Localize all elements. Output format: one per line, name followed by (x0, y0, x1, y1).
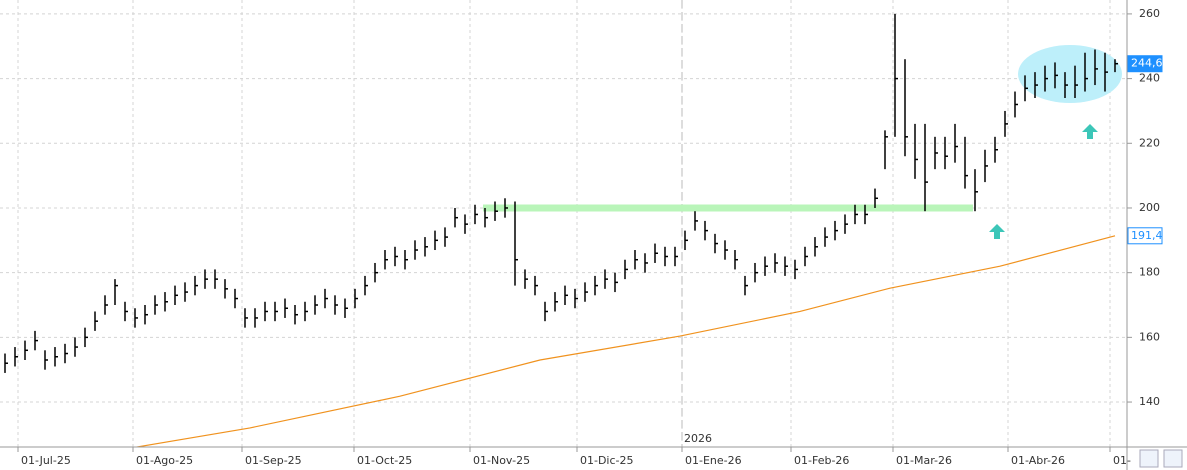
x-tick-label: 01-Sep-25 (245, 454, 302, 467)
x-tick-label: 01-Feb-26 (794, 454, 849, 467)
x-tick-label: 01-Ago-25 (136, 454, 193, 467)
arrow-up (989, 224, 1005, 239)
x-tick-label: 01-Oct-25 (357, 454, 412, 467)
scroll-button[interactable] (1163, 449, 1183, 468)
x-tick-label: 01- (1113, 454, 1131, 467)
moving-average-line (134, 235, 1116, 447)
x-tick-label: 01-Dic-25 (580, 454, 634, 467)
y-tick-label: 260 (1139, 7, 1160, 20)
highlight-ellipse (1018, 45, 1122, 103)
year-label: 2026 (684, 432, 712, 445)
arrow-up (1082, 124, 1098, 139)
y-tick-label: 200 (1139, 201, 1160, 214)
x-tick-label: 01-Ene-26 (685, 454, 742, 467)
zoom-button[interactable] (1139, 449, 1159, 468)
y-tick-label: 180 (1139, 266, 1160, 279)
price-label-box (1127, 227, 1163, 245)
x-tick-label: 01-Nov-25 (473, 454, 530, 467)
y-tick-label: 160 (1139, 330, 1160, 343)
x-tick-label: 01-Mar-26 (896, 454, 952, 467)
y-tick-label: 240 (1139, 72, 1160, 85)
bars-layer (4, 13, 1118, 447)
price-label: 244,6 (1131, 57, 1163, 70)
x-tick-label: 01-Jul-25 (21, 454, 71, 467)
x-tick-label: 01-Abr-26 (1011, 454, 1065, 467)
y-tick-label: 140 (1139, 395, 1160, 408)
y-tick-label: 220 (1139, 136, 1160, 149)
axes-layer: 140 160 180 200 220 240 260 01-Jul-25 01-Ago-25 0… (17, 7, 1163, 467)
price-label-box (1127, 55, 1163, 73)
price-label: 191,4 (1131, 229, 1163, 242)
